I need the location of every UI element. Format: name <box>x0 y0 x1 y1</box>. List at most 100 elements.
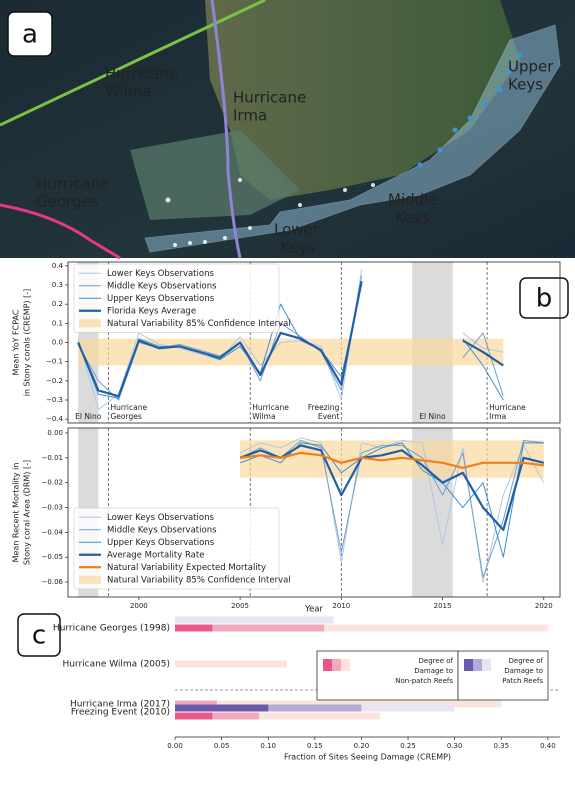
map-panel: Hurricane Wilma Hurricane Irma Hurricane… <box>0 0 575 260</box>
y-tick-label: −0.04 <box>42 528 64 536</box>
map-label: Keys <box>395 209 430 227</box>
bar <box>175 660 287 668</box>
bar <box>175 704 269 712</box>
legend-label: Natural Variability 85% Confidence Inter… <box>107 575 291 585</box>
bar <box>175 712 213 720</box>
x-tick-label: 0.00 <box>167 742 183 750</box>
x-tick-label: 2020 <box>535 602 553 610</box>
y-tick-label: 0.0 <box>52 339 63 347</box>
panel-label-box <box>7 11 53 57</box>
bar <box>175 700 217 708</box>
shallow-water <box>130 130 300 220</box>
event-label: Georges <box>110 412 141 421</box>
legend-label: Upper Keys Observations <box>107 538 215 548</box>
event-label: Hurricane <box>489 403 526 412</box>
legend-label: Average Mortality Rate <box>107 550 204 560</box>
site-dots <box>165 178 375 247</box>
legend-label: Degree of <box>419 657 454 665</box>
legend-label: Natural Variability 85% Confidence Inter… <box>107 319 291 329</box>
x-axis-label: Fraction of Sites Seeing Damage (CREMP) <box>284 753 451 762</box>
legend-label: Florida Keys Average <box>107 306 196 316</box>
legend-swatch <box>341 659 350 671</box>
bar <box>175 624 325 632</box>
mainland <box>205 0 520 200</box>
category-label: Hurricane Wilma (2005) <box>62 660 170 670</box>
map-label: Hurricane <box>36 175 109 193</box>
event-label: Hurricane <box>252 403 289 412</box>
x-axis-label: Year <box>304 605 324 615</box>
event-label: Wilma <box>252 412 275 421</box>
keys-region <box>144 24 561 253</box>
y-tick-label: 0.2 <box>52 300 63 308</box>
legend-box <box>73 507 280 590</box>
event-label: Event <box>318 412 340 421</box>
map-label: Hurricane <box>105 65 178 83</box>
bar <box>175 700 502 708</box>
legend-swatch <box>473 659 482 671</box>
x-tick-label: 2005 <box>231 602 249 610</box>
event-label: El Nino <box>75 412 102 421</box>
track-georges <box>0 203 121 260</box>
y-tick-label: −0.1 <box>46 358 63 366</box>
legend-label: Lower Keys Observations <box>107 513 214 523</box>
series-line <box>239 451 544 469</box>
y-tick-label: 0.00 <box>47 429 63 437</box>
panel-label-box <box>519 277 569 319</box>
panel-label: c <box>32 621 46 651</box>
panel-label: a <box>22 20 38 50</box>
series-line <box>239 437 545 583</box>
legend-label: Upper Keys Observations <box>107 294 215 304</box>
legend-swatch <box>332 659 341 671</box>
legend-swatch <box>323 659 332 671</box>
y-axis-label: Mean YoY FCPAC <box>12 309 21 375</box>
y-tick-label: −0.03 <box>42 504 63 512</box>
map-label: Upper <box>508 58 554 76</box>
legend-swatch <box>79 319 101 328</box>
x-tick-label: 0.15 <box>307 742 323 750</box>
series-line <box>239 444 545 531</box>
x-tick-label: 2010 <box>332 602 350 610</box>
category-label: Hurricane Georges (1998) <box>53 624 170 634</box>
y-tick-label: −0.01 <box>42 454 63 462</box>
x-tick-label: 0.05 <box>214 742 230 750</box>
legend-label: Damage to <box>414 667 453 675</box>
legend-label: Lower Keys Observations <box>107 269 214 279</box>
y-tick-label: −0.4 <box>46 415 64 423</box>
map-label: Wilma <box>105 83 152 101</box>
y-tick-label: 0.3 <box>52 281 63 289</box>
event-label: Freezing <box>308 403 340 412</box>
map-label: Middle <box>388 191 438 209</box>
track-wilma <box>0 0 266 127</box>
y-tick-label: −0.02 <box>42 479 63 487</box>
map-label: Keys <box>280 239 315 257</box>
x-tick-label: 2000 <box>130 602 148 610</box>
plot-frame <box>67 427 561 598</box>
y-tick-label: −0.05 <box>42 553 63 561</box>
bar <box>175 712 381 720</box>
x-tick-label: 0.25 <box>400 742 416 750</box>
x-tick-label: 0.30 <box>447 742 463 750</box>
category-label: Hurricane Irma (2017) <box>70 700 170 710</box>
legend-label: Patch Reefs <box>502 677 543 685</box>
legend-box <box>73 263 280 333</box>
x-tick-label: 0.10 <box>260 742 276 750</box>
x-tick-label: 0.35 <box>493 742 509 750</box>
y-tick-label: −0.3 <box>46 396 63 404</box>
site-dots-upper <box>417 52 523 168</box>
y-axis-label: in Stony corals (CREMP) [-] <box>23 289 32 397</box>
event-label: Hurricane <box>110 403 147 412</box>
y-tick-label: 0.4 <box>52 262 64 270</box>
y-tick-label: −0.06 <box>42 578 64 586</box>
legend-swatch <box>464 659 473 671</box>
y-axis-label: Mean Recent Mortality in <box>12 463 21 563</box>
y-tick-label: −0.2 <box>46 377 63 385</box>
map-label: Irma <box>233 107 267 125</box>
panel-label-box <box>17 613 61 657</box>
map-label: Georges <box>36 193 99 211</box>
series-line <box>77 280 504 398</box>
legend-label: Natural Variability Expected Mortality <box>107 563 266 573</box>
x-tick-label: 0.40 <box>540 742 556 750</box>
panel-label: b <box>536 284 553 314</box>
map-label: Lower <box>274 221 320 239</box>
